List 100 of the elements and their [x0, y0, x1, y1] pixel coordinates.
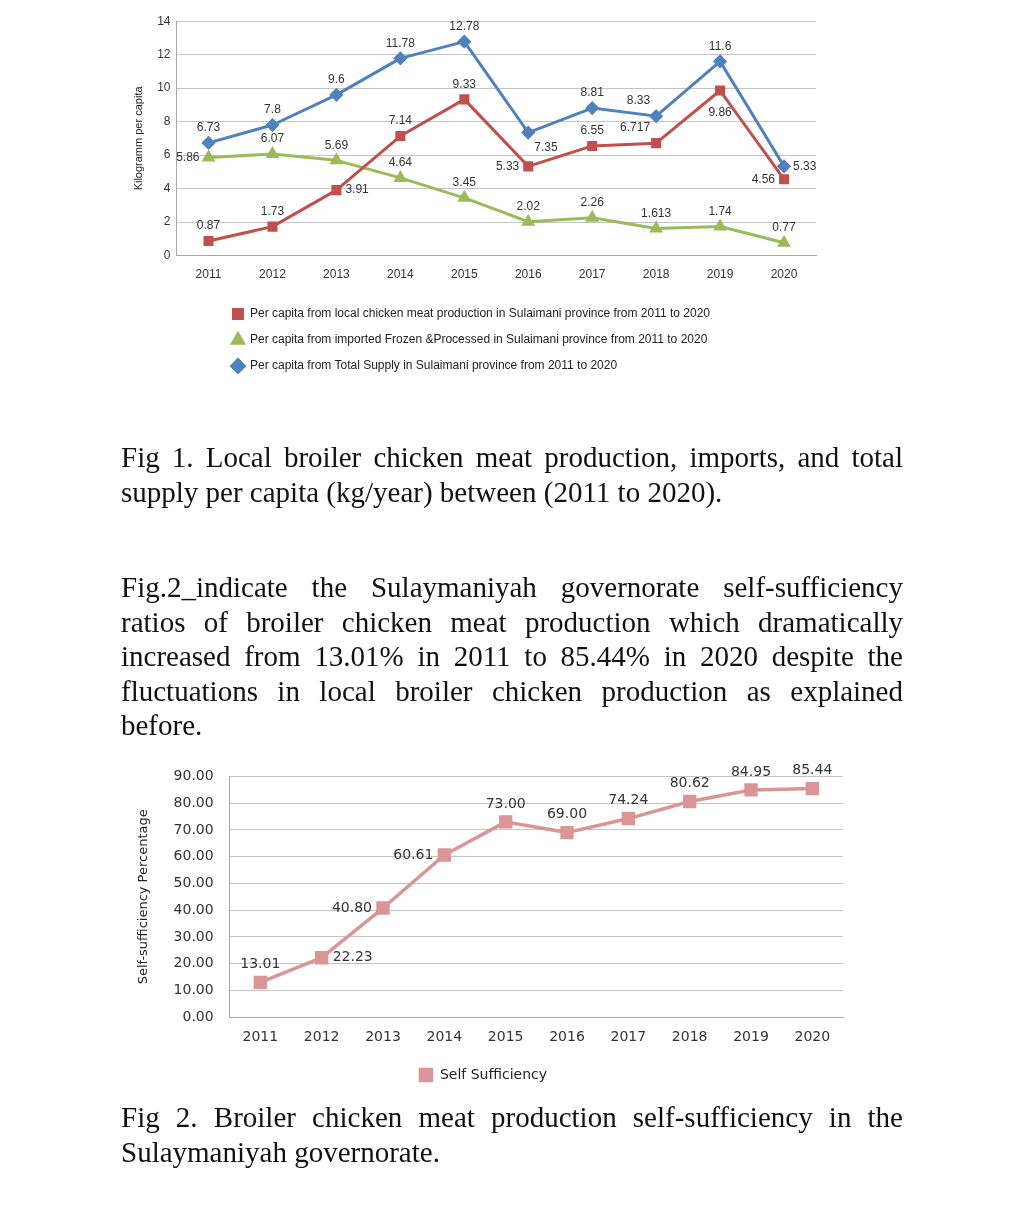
- x-tick-label: 2020: [770, 267, 798, 282]
- y-tick-label: 10: [157, 80, 171, 95]
- x-tick-label: 2019: [706, 267, 734, 282]
- data-label: 5.33: [495, 158, 520, 173]
- y-tick-label: 4: [163, 180, 171, 195]
- caption: Fig.2_indicate the Sulaymaniyah governorate self-sufficiency ratios of broiler chicken meat production which dramatically increased from 13.01% in 2011 to 85.44% in 2020 despite the fluctuations in local broiler chicken production as explained before.: [121, 570, 903, 743]
- data-label: 40.80: [331, 898, 373, 915]
- data-label: 5.69: [324, 137, 349, 152]
- data-label: 11.78: [385, 35, 416, 50]
- point: [777, 159, 791, 173]
- point: [253, 975, 268, 990]
- x-tick-label: 2011: [195, 267, 222, 282]
- caption: Fig 2. Broiler chicken meat production self-sufficiency in the Sulaymaniyah governorate.: [121, 1100, 903, 1169]
- point: [202, 150, 215, 162]
- data-label: 8.33: [626, 93, 651, 108]
- y-tick-label: 80.00: [173, 793, 214, 810]
- point: [394, 171, 407, 182]
- x-tick-label: 2017: [610, 1028, 647, 1045]
- point: [395, 131, 406, 142]
- y-tick-label: 40.00: [173, 900, 214, 917]
- y-tick-label: 10.00: [173, 981, 214, 998]
- data-label: 7.8: [264, 102, 282, 117]
- point: [203, 236, 214, 247]
- data-label: 84.95: [730, 762, 772, 779]
- point: [459, 94, 470, 105]
- x-tick-label: 2019: [733, 1028, 769, 1045]
- point: [778, 174, 790, 185]
- x-tick-label: 2016: [514, 267, 542, 282]
- data-label: 11.6: [708, 38, 732, 53]
- y-tick-label: 12: [157, 47, 171, 61]
- x-tick-label: 2012: [303, 1028, 340, 1045]
- x-tick-label: 2012: [259, 267, 287, 282]
- data-label: 69.00: [546, 805, 588, 822]
- point: [715, 85, 726, 96]
- x-tick-label: 2015: [487, 1028, 524, 1045]
- x-tick-label: 2018: [671, 1028, 708, 1045]
- data-label: 5.33: [793, 158, 817, 173]
- data-label: 3.45: [452, 175, 477, 190]
- y-tick-label: 8: [163, 113, 171, 128]
- data-label: 85.44: [792, 761, 833, 778]
- x-tick-label: 2014: [426, 1028, 463, 1045]
- x-tick-label: 2016: [549, 1028, 585, 1045]
- point: [267, 221, 278, 232]
- legend-label: Per capita from local chicken meat production in Sulaimani province from 2011 to 2020: [249, 306, 711, 321]
- point: [778, 236, 790, 247]
- point: [330, 153, 343, 165]
- x-tick-label: 2013: [365, 1028, 401, 1045]
- point: [437, 848, 452, 862]
- data-label: 4.64: [388, 155, 413, 170]
- y-axis-title: Kilogramm per capita: [131, 85, 144, 191]
- legend-label: Self Sufficiency: [439, 1065, 548, 1082]
- point: [621, 811, 636, 826]
- data-label: 1.74: [708, 203, 733, 218]
- point: [457, 35, 471, 49]
- data-label: 60.61: [393, 845, 434, 862]
- data-label: 9.86: [708, 105, 733, 120]
- data-label: 0.87: [196, 218, 221, 233]
- y-tick-label: 70.00: [173, 820, 214, 837]
- x-tick-label: 2020: [794, 1028, 831, 1045]
- data-label: 2.26: [580, 195, 605, 210]
- data-label: 1.73: [260, 203, 285, 218]
- x-tick-label: 2017: [578, 267, 606, 282]
- x-tick-label: 2018: [642, 267, 670, 282]
- point: [329, 88, 343, 102]
- y-tick-label: 30.00: [173, 927, 214, 944]
- y-axis-title: Self-sufficiency Percentage: [135, 809, 151, 985]
- point: [560, 825, 574, 840]
- point: [393, 51, 407, 65]
- y-tick-label: 6: [163, 147, 171, 162]
- y-tick-label: 90.00: [173, 767, 214, 784]
- point: [651, 138, 662, 149]
- data-label: 8.81: [580, 85, 605, 100]
- y-tick-label: 20.00: [173, 954, 214, 971]
- x-tick-label: 2015: [450, 267, 478, 282]
- point: [331, 185, 342, 196]
- point: [682, 794, 697, 809]
- data-label: 9.33: [452, 76, 477, 91]
- point: [523, 161, 534, 172]
- data-label: 6.73: [196, 120, 221, 135]
- point: [266, 147, 279, 158]
- x-tick-label: 2014: [387, 267, 415, 282]
- data-label: 6.55: [580, 123, 605, 138]
- data-label: 2.02: [516, 199, 541, 214]
- data-label: 7.35: [534, 139, 558, 154]
- point: [314, 951, 329, 965]
- point: [587, 140, 598, 151]
- data-label: 7.14: [388, 113, 413, 128]
- point: [713, 54, 727, 68]
- point: [202, 136, 216, 150]
- data-label: 73.00: [485, 794, 526, 811]
- data-label: 1.613: [641, 205, 672, 220]
- legend-label: Per capita from imported Frozen &Processed in Sulaimani province from 2011 to 2020: [249, 332, 708, 347]
- x-tick-label: 2013: [323, 267, 351, 282]
- data-label: 22.23: [332, 948, 373, 965]
- point: [744, 783, 758, 797]
- data-label: 13.01: [240, 955, 281, 972]
- y-tick-label: 60.00: [173, 847, 214, 864]
- point: [714, 219, 726, 231]
- data-label: 12.78: [449, 18, 480, 33]
- data-label: 0.77: [772, 220, 797, 235]
